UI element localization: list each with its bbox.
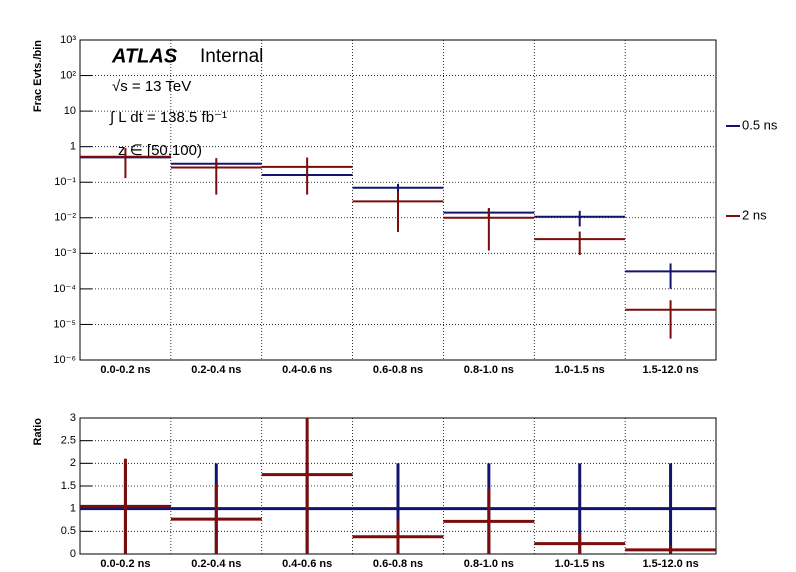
plot-area [80, 148, 716, 339]
y-tick-label: 1 [70, 503, 76, 515]
legend-label: 0.5 ns [742, 117, 778, 132]
y-tick-label: 10⁻³ [54, 247, 76, 259]
experiment-label: ATLAS [111, 45, 178, 67]
x-tick-label: 1.5-12.0 ns [642, 364, 698, 376]
x-tick-label: 1.0-1.5 ns [555, 558, 605, 570]
y-tick-label: 10⁻² [54, 212, 76, 224]
y-tick-label: 10⁻⁵ [53, 318, 76, 330]
x-tick-label: 0.8-1.0 ns [464, 558, 514, 570]
y-tick-label: 10⁻¹ [54, 176, 76, 188]
selection-label: z ∈ [50,100) [118, 142, 202, 159]
legend-label: 2 ns [742, 207, 767, 222]
y-tick-label: 10⁻⁶ [53, 354, 76, 366]
status-label: Internal [200, 46, 263, 67]
y-tick-label: 0.5 [61, 525, 76, 537]
y-tick-label: 10³ [60, 34, 76, 46]
x-tick-label: 0.2-0.4 ns [191, 364, 241, 376]
x-tick-label: 1.5-12.0 ns [642, 558, 698, 570]
x-tick-label: 0.0-0.2 ns [100, 364, 150, 376]
y-tick-label: 2.5 [61, 435, 76, 447]
x-tick-label: 0.4-0.6 ns [282, 364, 332, 376]
plot-area [80, 418, 716, 554]
y-axis-title: Ratio [32, 418, 44, 446]
y-tick-label: 10² [60, 69, 76, 81]
y-tick-label: 2 [70, 457, 76, 469]
y-tick-label: 10 [64, 105, 76, 117]
luminosity-label: ∫ L dt = 138.5 fb⁻¹ [109, 109, 227, 126]
y-tick-label: 0 [70, 548, 76, 560]
y-axis-title: Frac Evts./bin [32, 40, 44, 112]
x-tick-label: 0.6-0.8 ns [373, 364, 423, 376]
x-tick-label: 0.4-0.6 ns [282, 558, 332, 570]
x-tick-label: 0.8-1.0 ns [464, 364, 514, 376]
energy-label: √s = 13 TeV [112, 78, 191, 95]
plot-frame [79, 39, 717, 361]
x-tick-label: 0.2-0.4 ns [191, 558, 241, 570]
y-tick-label: 1.5 [61, 480, 76, 492]
y-tick-label: 3 [70, 412, 76, 424]
x-tick-label: 1.0-1.5 ns [555, 364, 605, 376]
x-tick-label: 0.0-0.2 ns [100, 558, 150, 570]
y-tick-label: 10⁻⁴ [53, 283, 76, 295]
y-tick-label: 1 [70, 141, 76, 153]
x-tick-label: 0.6-0.8 ns [373, 558, 423, 570]
